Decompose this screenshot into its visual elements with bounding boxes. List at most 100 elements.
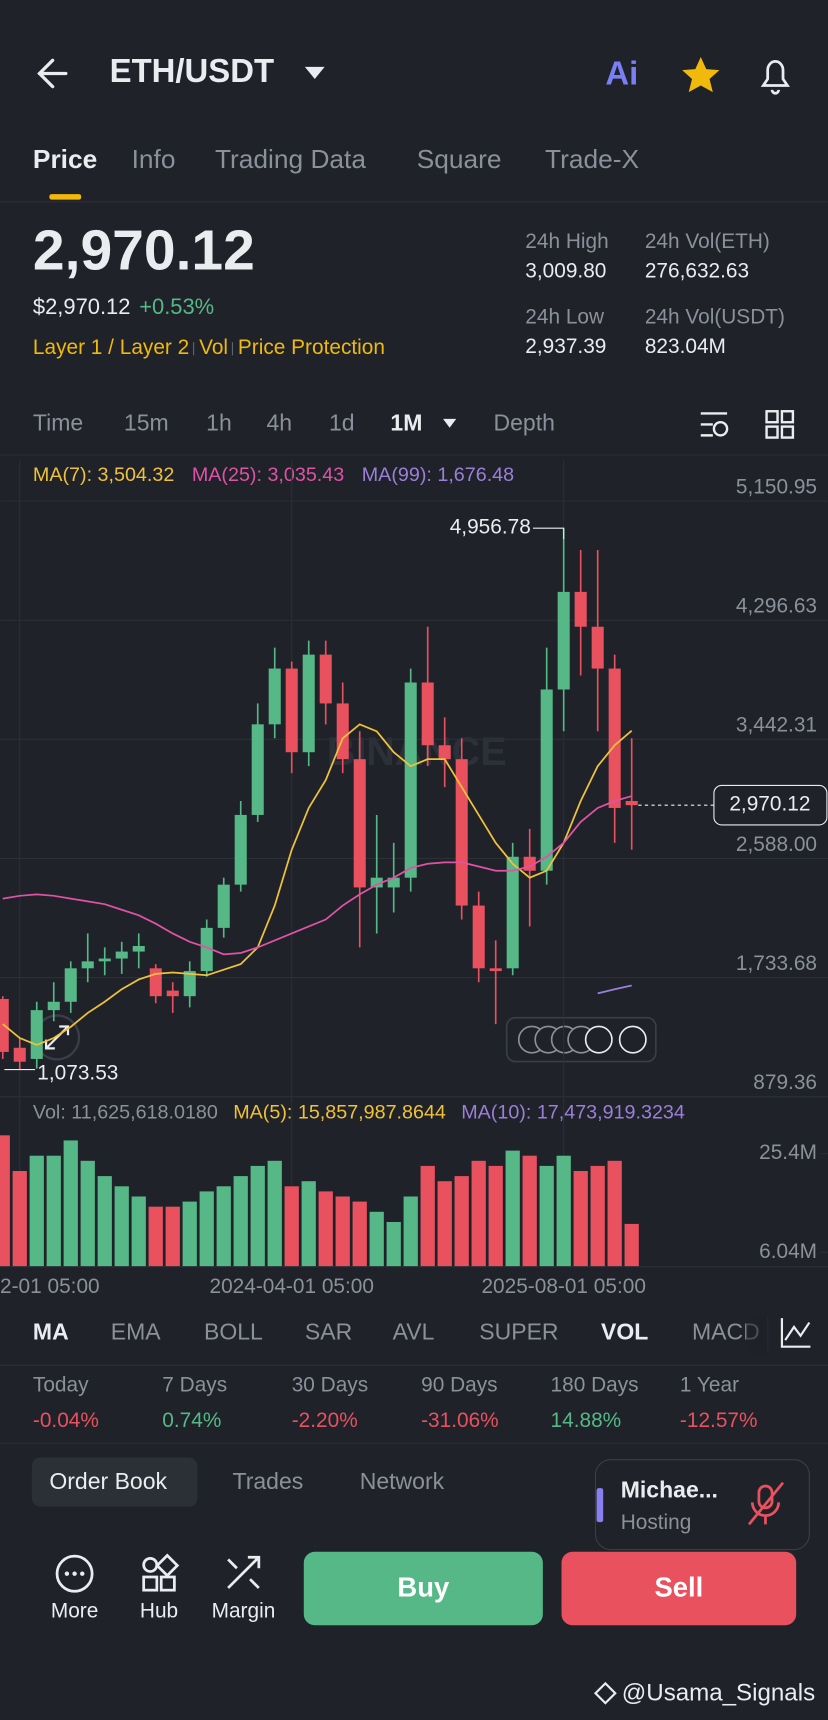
layout-icon[interactable] xyxy=(765,410,795,439)
alert-bell[interactable] xyxy=(760,60,790,95)
margin-icon[interactable] xyxy=(227,1555,261,1589)
tag[interactable]: Layer 1 / Layer 2 xyxy=(33,336,189,359)
action-label[interactable]: Hub xyxy=(140,1600,178,1623)
stat-value: 276,632.63 xyxy=(645,259,749,282)
x-tick-label: 2025-08-01 05:00 xyxy=(481,1275,645,1298)
volume-bar xyxy=(267,1160,282,1267)
volume-bar xyxy=(556,1155,571,1267)
action-label[interactable]: More xyxy=(51,1600,98,1623)
volume-bar xyxy=(590,1165,605,1267)
indicator-tab[interactable]: BOLL xyxy=(204,1319,263,1345)
stat-value: 2,937.39 xyxy=(525,335,606,358)
interval[interactable]: 1d xyxy=(329,409,355,435)
tab[interactable]: Price xyxy=(33,144,97,174)
candle-body xyxy=(183,971,196,997)
x-tick-label: 2-01 05:00 xyxy=(0,1275,100,1298)
volume-bar xyxy=(0,1135,10,1267)
candle-body xyxy=(81,961,94,969)
interval[interactable]: Time xyxy=(33,409,83,435)
volume-bar xyxy=(80,1160,95,1267)
candle-body xyxy=(166,990,179,997)
volume-bar xyxy=(284,1186,299,1267)
more-icon[interactable] xyxy=(55,1554,94,1593)
candle-body xyxy=(98,958,111,962)
bottom-tab[interactable]: Order Book xyxy=(49,1468,167,1494)
event-icons[interactable] xyxy=(505,1016,657,1063)
candle-body xyxy=(472,905,485,969)
annotation-line xyxy=(532,527,565,540)
volume-bar xyxy=(369,1211,384,1267)
bottom-tab[interactable]: Trades xyxy=(233,1468,304,1494)
volume-tick-label: 6.04M xyxy=(759,1240,817,1263)
indicator-tab[interactable]: MA xyxy=(33,1319,69,1345)
pair-dropdown[interactable] xyxy=(304,66,325,79)
watermark-icon xyxy=(593,1681,617,1705)
tab[interactable]: Trading Data xyxy=(215,144,366,174)
tab-selected-bg xyxy=(31,1457,198,1507)
volume-bar xyxy=(182,1201,197,1267)
period-change: -0.04% xyxy=(33,1409,99,1432)
buy-button[interactable] xyxy=(303,1551,543,1626)
indicator-settings[interactable] xyxy=(780,1318,811,1348)
y-tick-label: 2,588.00 xyxy=(736,833,817,856)
hub-icon[interactable] xyxy=(142,1553,180,1592)
live-name: Michae... xyxy=(621,1477,718,1503)
interval[interactable]: 4h xyxy=(266,409,292,435)
pair-title[interactable]: ETH/USDT xyxy=(110,52,274,89)
last-price-box xyxy=(713,784,828,826)
candle-body xyxy=(13,1047,26,1062)
indicator-tab[interactable]: EMA xyxy=(111,1319,162,1345)
sell-button[interactable] xyxy=(561,1551,797,1626)
tag[interactable]: Price Protection xyxy=(238,336,385,359)
candle-body xyxy=(608,668,621,808)
bottom-tab[interactable]: Network xyxy=(360,1468,445,1494)
volume-bar xyxy=(420,1165,435,1267)
volume-bar xyxy=(505,1150,520,1267)
action-label[interactable]: Margin xyxy=(212,1600,276,1623)
period-change: -2.20% xyxy=(292,1409,358,1432)
ai-button[interactable]: Ai xyxy=(605,54,638,91)
volume-bar xyxy=(607,1160,622,1267)
candle-body xyxy=(64,968,77,1002)
period-label: 90 Days xyxy=(421,1374,497,1397)
candle-body xyxy=(540,689,553,871)
chart-settings-icon[interactable] xyxy=(700,412,729,437)
period-change: -31.06% xyxy=(421,1409,499,1432)
candle-body xyxy=(421,682,434,746)
stat-value: 3,009.80 xyxy=(525,259,606,282)
volume-bar xyxy=(352,1201,367,1267)
interval-dropdown[interactable] xyxy=(443,418,457,428)
favorite-star[interactable] xyxy=(682,57,720,93)
interval[interactable]: 1h xyxy=(206,409,232,435)
period-change: 14.88% xyxy=(551,1409,622,1432)
tab[interactable]: Info xyxy=(132,144,176,174)
candle-body xyxy=(285,668,298,753)
indicator-tab[interactable]: SAR xyxy=(305,1319,352,1345)
volume-bar xyxy=(624,1223,639,1267)
indicator-tab[interactable]: VOL xyxy=(601,1319,648,1345)
usd-price: $2,970.12 xyxy=(33,294,131,319)
y-tick-label: 5,150.95 xyxy=(736,475,817,498)
candle-body xyxy=(319,654,332,704)
ma-line xyxy=(597,984,632,995)
indicator-tab[interactable]: AVL xyxy=(393,1319,435,1345)
tab[interactable]: Square xyxy=(417,144,502,174)
y-tick-label: 1,733.68 xyxy=(736,952,817,975)
live-card[interactable] xyxy=(594,1459,810,1551)
back-button[interactable] xyxy=(37,58,68,89)
interval[interactable]: Depth xyxy=(494,409,555,435)
volume-bar xyxy=(46,1155,61,1267)
interval[interactable]: 1M xyxy=(390,409,422,435)
volume-bar xyxy=(131,1196,146,1267)
tag[interactable]: Vol xyxy=(199,336,228,359)
buy-label: Buy xyxy=(397,1571,450,1602)
volume-bar xyxy=(386,1221,401,1267)
candle-body xyxy=(353,759,366,888)
candle-body xyxy=(591,626,604,669)
tab[interactable]: Trade-X xyxy=(545,144,639,174)
interval[interactable]: 15m xyxy=(124,409,169,435)
mic-muted[interactable] xyxy=(747,1481,785,1526)
candle-body xyxy=(574,591,587,627)
indicator-tab[interactable]: SUPER xyxy=(479,1319,558,1345)
volume-bar xyxy=(12,1171,27,1267)
